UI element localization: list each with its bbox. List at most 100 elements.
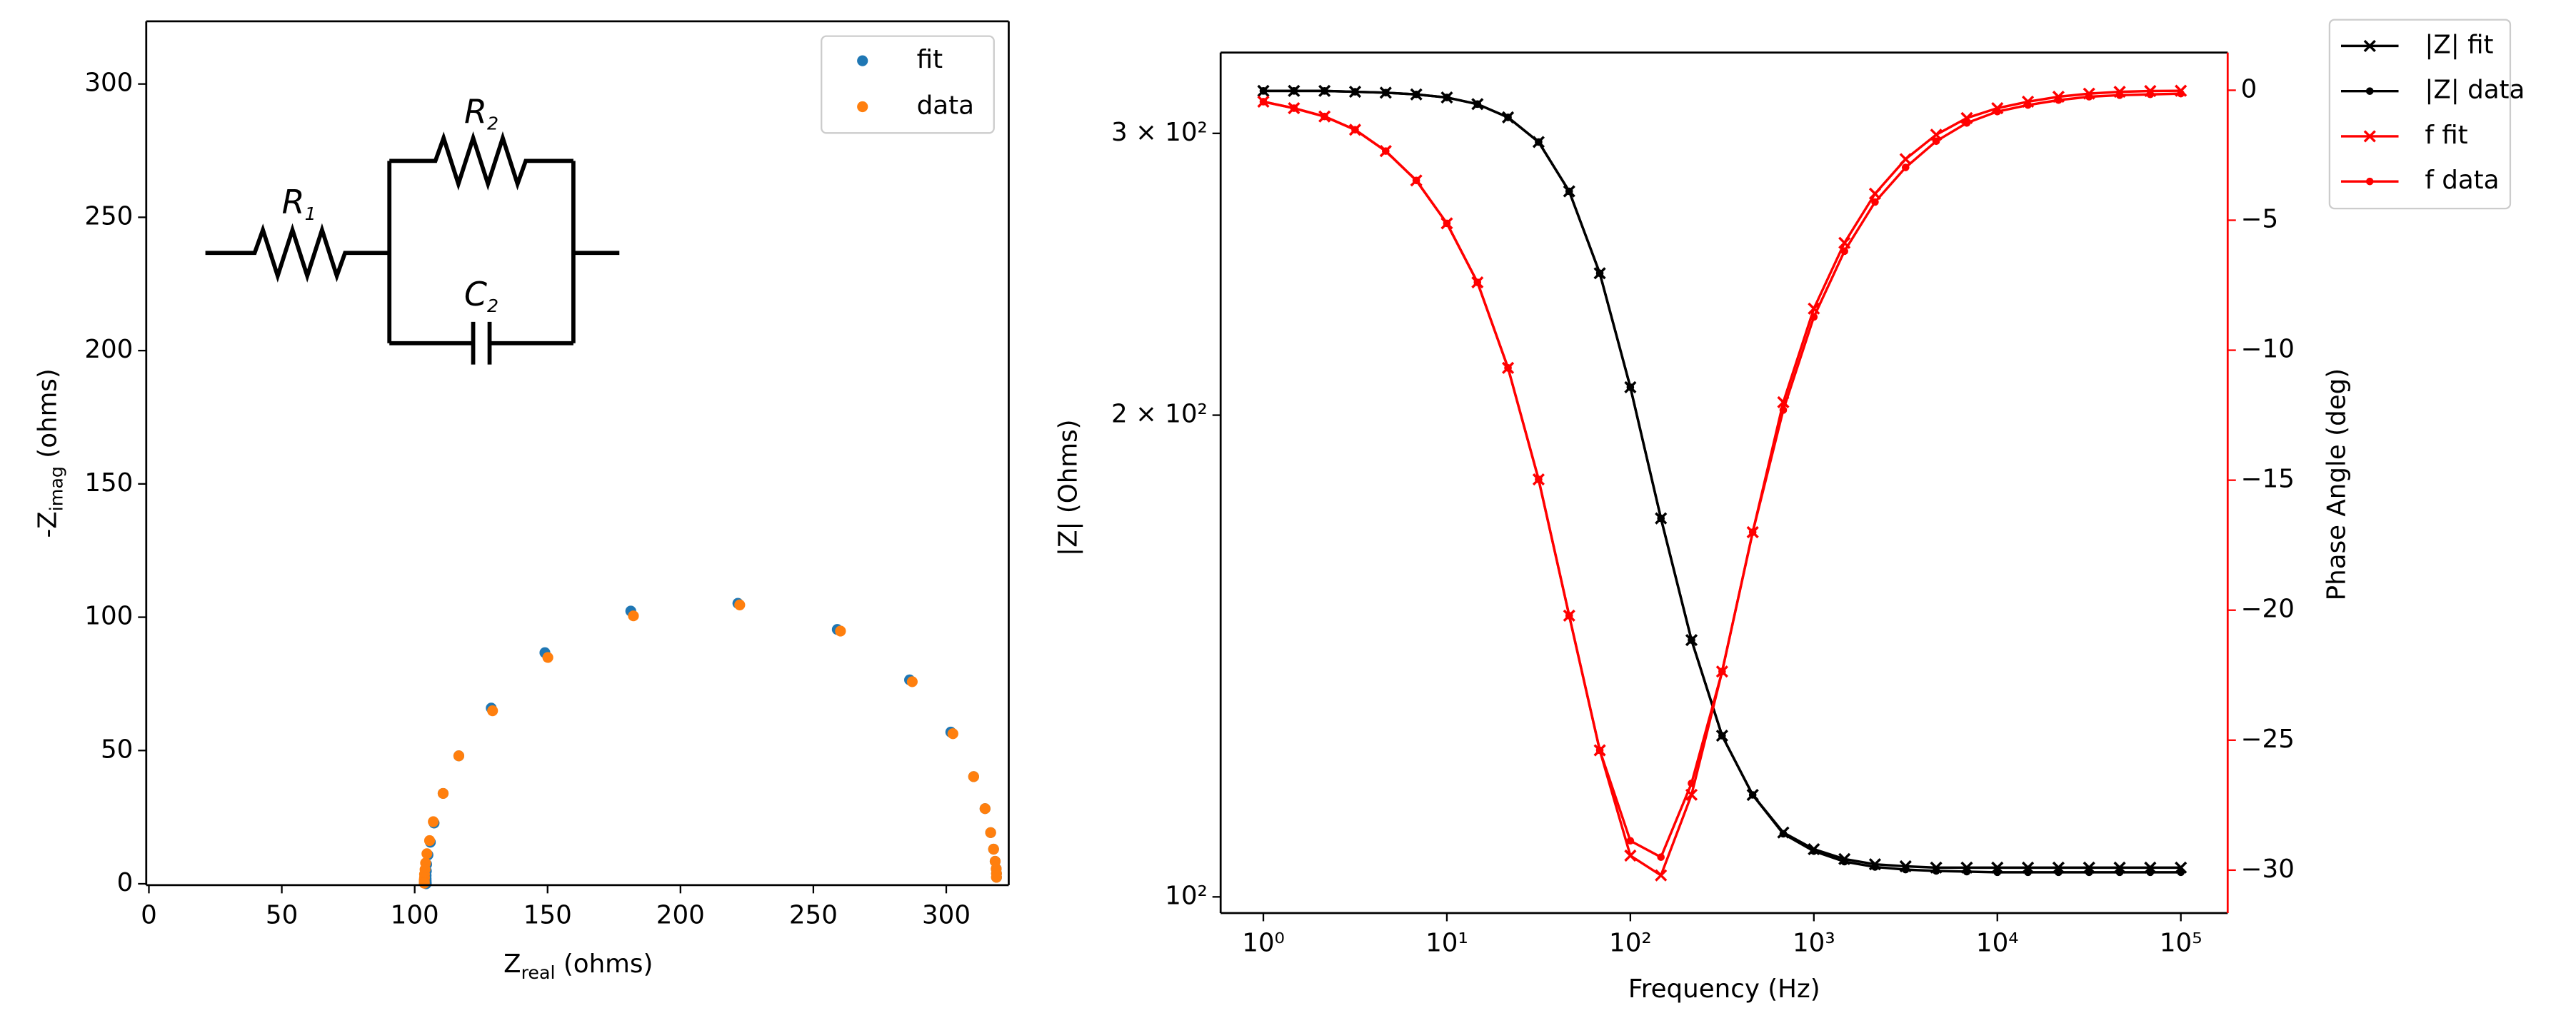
circuit-label: R1 (282, 183, 316, 224)
x-tick-label: 10³ (1793, 929, 1835, 958)
y-tick-label: 250 (84, 201, 133, 231)
series-marker (1901, 865, 1910, 874)
series-marker (2085, 93, 2093, 101)
y-tick-label: 200 (84, 335, 133, 364)
series-marker (1565, 187, 1573, 196)
series-marker (1382, 147, 1390, 155)
y-tick-label: −20 (2241, 595, 2295, 624)
legend-marker (2365, 87, 2374, 95)
series-marker (1840, 857, 1848, 866)
series-line (1263, 89, 2181, 870)
legend-label: f fit (2425, 121, 2467, 150)
scatter-point (419, 877, 430, 889)
legend-box (2328, 19, 2512, 210)
scatter-point (906, 676, 918, 687)
series-marker (1932, 137, 1940, 146)
legend-label: |Z| data (2425, 76, 2525, 105)
circuit-label-main: C (464, 275, 487, 313)
series-marker (1320, 87, 1328, 95)
series-marker (1899, 153, 1912, 166)
x-tick-label: 10⁴ (1976, 929, 2019, 958)
y-tick-label: 10² (1165, 881, 1208, 910)
series-line (1263, 89, 2181, 874)
x-axis-label: Frequency (Hz) (1628, 974, 1820, 1004)
series-marker (1259, 87, 1268, 95)
series-marker (1779, 830, 1788, 838)
x-tick-label: 150 (523, 901, 572, 930)
y-tick-label: 0 (2241, 74, 2257, 104)
series-marker (1871, 863, 1879, 871)
legend-label: |Z| fit (2425, 30, 2493, 59)
y-tick-label: −5 (2241, 204, 2279, 233)
series-marker (1443, 219, 1451, 228)
circuit-diagram (205, 131, 620, 365)
x-tick-label: 100 (391, 901, 439, 930)
series-marker (1504, 114, 1512, 121)
resistor-r1 (205, 223, 390, 283)
series-marker (1901, 163, 1910, 171)
y-tick-label: −15 (2241, 465, 2295, 494)
legend-label: f data (2425, 166, 2499, 195)
series-marker (2024, 868, 2032, 877)
scatter-point (628, 610, 639, 622)
series-marker (1290, 87, 1298, 95)
series-marker (1688, 779, 1695, 787)
series-marker (1382, 89, 1390, 97)
circuit-label-sub: 2 (487, 114, 498, 134)
y-tick-label: 3 × 10² (1111, 118, 1208, 147)
legend-marker (2363, 130, 2376, 143)
scatter-point (979, 803, 991, 815)
y-tick-label: −30 (2241, 855, 2295, 884)
series-marker (2024, 101, 2032, 109)
series-marker (1810, 847, 1818, 855)
series-marker (1290, 104, 1298, 112)
series-marker (1993, 868, 2002, 877)
y-axis-label: -Zimag (ohms) (33, 368, 66, 538)
series-marker (1595, 746, 1604, 755)
resistor-r2 (389, 131, 573, 191)
series-marker (1840, 247, 1848, 256)
scatter-point (542, 652, 553, 663)
scatter-point (988, 843, 999, 855)
scatter-point (734, 599, 746, 610)
series-marker (1412, 176, 1420, 185)
x-tick-label: 0 (141, 901, 157, 930)
series-line (1263, 92, 2181, 860)
x-tick-label: 10⁰ (1242, 929, 1285, 958)
y-tick-label: −25 (2241, 725, 2295, 754)
series-marker (1657, 853, 1665, 861)
series-marker (1624, 849, 1637, 862)
series-marker (1351, 88, 1359, 96)
x-axis-label-sub: real (521, 962, 556, 983)
scatter-point (989, 855, 1001, 867)
legend-marker (857, 101, 868, 113)
series-marker (1351, 126, 1359, 134)
series-marker (2055, 868, 2063, 877)
x-axis-label: Zreal (ohms) (503, 949, 653, 983)
scatter-point (421, 848, 433, 860)
series-marker (2115, 91, 2124, 99)
series-marker (1259, 98, 1268, 106)
x-axis-label-main: Z (503, 949, 521, 979)
series-marker (1993, 107, 2002, 116)
series-marker (1626, 383, 1635, 391)
series-marker (1595, 269, 1604, 278)
legend-marker (2365, 177, 2374, 186)
y2-axis-label: Phase Angle (deg) (2322, 368, 2351, 600)
series-marker (1963, 867, 1971, 876)
x-tick-label: 10² (1609, 929, 1652, 958)
series-marker (1718, 732, 1726, 740)
circuit-label-sub: 1 (305, 203, 316, 224)
x-tick-label: 50 (266, 901, 298, 930)
series-marker (2055, 96, 2063, 104)
scatter-point (835, 625, 846, 637)
y-tick-label: 300 (84, 69, 133, 98)
scatter-point (437, 787, 449, 799)
y-axis-label: |Z| (Ohms) (1054, 419, 1083, 556)
wire (387, 161, 620, 343)
series-marker (1963, 119, 1971, 127)
scatter-point (968, 771, 979, 782)
y-tick-label: 2 × 10² (1111, 400, 1208, 429)
series-marker (1718, 667, 1726, 675)
